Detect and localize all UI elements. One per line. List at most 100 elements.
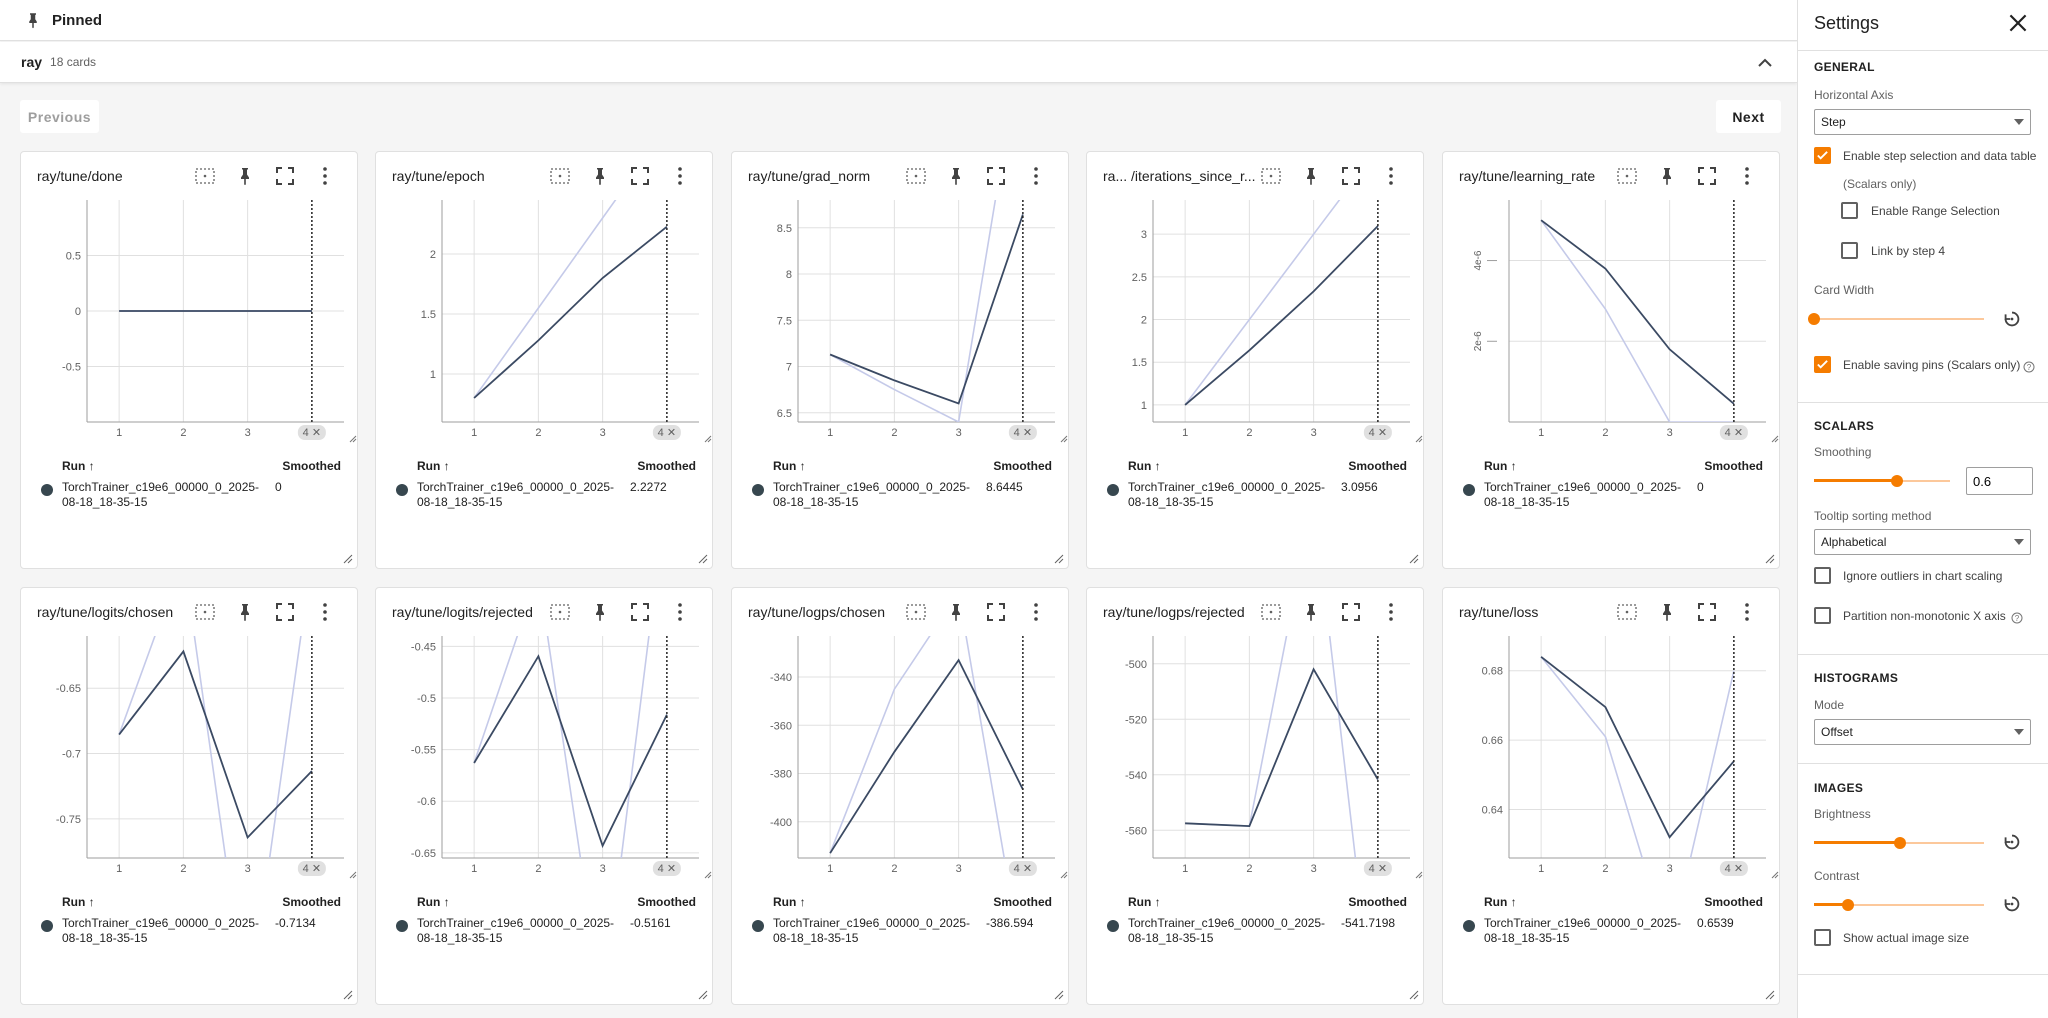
next-page-button[interactable]: Next (1716, 100, 1781, 133)
chart-resize-handle[interactable] (1415, 435, 1423, 443)
help-icon[interactable]: ? (2011, 611, 2023, 624)
collapse-group-button[interactable] (1753, 51, 1777, 75)
run-color-dot[interactable] (752, 484, 764, 496)
fullscreen-button[interactable] (629, 601, 651, 623)
reset-contrast-button[interactable] (2001, 893, 2023, 915)
previous-page-button[interactable]: Previous (20, 100, 99, 133)
link-by-step-checkbox[interactable] (1841, 242, 1858, 259)
pinned-section-header[interactable]: Pinned (0, 0, 1797, 41)
run-color-dot[interactable] (396, 484, 408, 496)
smoothed-column-header[interactable]: Smoothed (1704, 459, 1763, 473)
run-color-dot[interactable] (1107, 920, 1119, 932)
fit-domain-button[interactable] (1616, 165, 1638, 187)
fit-domain-button[interactable] (905, 165, 927, 187)
card-width-slider-thumb[interactable] (1808, 313, 1820, 325)
run-color-dot[interactable] (1463, 484, 1475, 496)
pin-card-button[interactable] (1300, 165, 1322, 187)
fullscreen-button[interactable] (1340, 601, 1362, 623)
run-column-header[interactable]: Run ↑ (62, 895, 95, 909)
more-options-button[interactable] (1736, 165, 1758, 187)
pin-card-button[interactable] (589, 601, 611, 623)
more-options-button[interactable] (669, 165, 691, 187)
run-column-header[interactable]: Run ↑ (773, 459, 806, 473)
pin-card-button[interactable] (234, 165, 256, 187)
smoothed-column-header[interactable]: Smoothed (637, 459, 696, 473)
chart-resize-handle[interactable] (1771, 435, 1779, 443)
fit-domain-button[interactable] (905, 601, 927, 623)
run-color-dot[interactable] (1107, 484, 1119, 496)
more-options-button[interactable] (1025, 165, 1047, 187)
step-marker-chip[interactable] (1008, 425, 1037, 440)
more-options-button[interactable] (1380, 165, 1402, 187)
smoothed-column-header[interactable]: Smoothed (282, 459, 341, 473)
fullscreen-button[interactable] (985, 165, 1007, 187)
help-icon[interactable]: ? (2023, 360, 2035, 373)
close-settings-button[interactable] (2005, 10, 2031, 36)
line-chart[interactable]: 0.5 0 -0.5 1 2 3 4 ✕ (21, 200, 359, 450)
partition-x-axis-checkbox[interactable] (1814, 607, 1831, 624)
step-marker-chip[interactable] (1719, 425, 1748, 440)
step-marker-chip[interactable] (1363, 425, 1392, 440)
smoothed-column-header[interactable]: Smoothed (1704, 895, 1763, 909)
pin-card-button[interactable] (1300, 601, 1322, 623)
card-resize-icon[interactable] (343, 990, 353, 1000)
card-resize-icon[interactable] (1765, 554, 1775, 564)
range-selection-checkbox[interactable] (1841, 202, 1858, 219)
pin-card-button[interactable] (234, 601, 256, 623)
step-marker-chip[interactable] (1008, 861, 1037, 876)
card-resize-icon[interactable] (1054, 990, 1064, 1000)
reset-card-width-button[interactable] (2001, 308, 2023, 330)
line-chart[interactable]: 0.68 0.66 0.64 1 2 3 4 ✕ (1443, 636, 1781, 886)
fullscreen-button[interactable] (274, 601, 296, 623)
chart-resize-handle[interactable] (1060, 871, 1068, 879)
fullscreen-button[interactable] (274, 165, 296, 187)
smoothed-column-header[interactable]: Smoothed (282, 895, 341, 909)
more-options-button[interactable] (1736, 601, 1758, 623)
pin-card-button[interactable] (1656, 165, 1678, 187)
run-color-dot[interactable] (1463, 920, 1475, 932)
fit-domain-button[interactable] (1260, 165, 1282, 187)
brightness-slider-thumb[interactable] (1894, 837, 1906, 849)
ignore-outliers-checkbox[interactable] (1814, 567, 1831, 584)
run-color-dot[interactable] (41, 484, 53, 496)
line-chart[interactable]: 4e-6 2e-6 1 2 3 4 ✕ (1443, 200, 1781, 450)
pin-card-button[interactable] (945, 601, 967, 623)
smoothed-column-header[interactable]: Smoothed (637, 895, 696, 909)
more-options-button[interactable] (314, 165, 336, 187)
card-resize-icon[interactable] (1765, 990, 1775, 1000)
chart-resize-handle[interactable] (349, 871, 357, 879)
chart-resize-handle[interactable] (349, 435, 357, 443)
more-options-button[interactable] (1025, 601, 1047, 623)
pin-card-button[interactable] (589, 165, 611, 187)
fullscreen-button[interactable] (1340, 165, 1362, 187)
pin-card-button[interactable] (945, 165, 967, 187)
smoothed-column-header[interactable]: Smoothed (1348, 895, 1407, 909)
line-chart[interactable]: -500 -520 -540 -560 1 2 3 4 ✕ (1087, 636, 1425, 886)
card-resize-icon[interactable] (1409, 554, 1419, 564)
run-column-header[interactable]: Run ↑ (773, 895, 806, 909)
card-resize-icon[interactable] (1054, 554, 1064, 564)
fullscreen-button[interactable] (985, 601, 1007, 623)
reset-brightness-button[interactable] (2001, 831, 2023, 853)
chart-resize-handle[interactable] (704, 435, 712, 443)
fit-domain-button[interactable] (194, 165, 216, 187)
saving-pins-checkbox[interactable] (1814, 356, 1831, 373)
smoothing-input[interactable] (1966, 467, 2033, 495)
card-group-header[interactable]: ray 18 cards (0, 42, 1797, 83)
fullscreen-button[interactable] (629, 165, 651, 187)
step-selection-checkbox[interactable] (1814, 147, 1831, 164)
contrast-slider-thumb[interactable] (1842, 899, 1854, 911)
step-marker-chip[interactable] (652, 861, 681, 876)
step-marker-chip[interactable] (297, 861, 326, 876)
step-marker-chip[interactable] (1363, 861, 1392, 876)
run-column-header[interactable]: Run ↑ (417, 895, 450, 909)
line-chart[interactable]: -340 -360 -380 -400 1 2 3 4 ✕ (732, 636, 1070, 886)
more-options-button[interactable] (314, 601, 336, 623)
smoothed-column-header[interactable]: Smoothed (993, 895, 1052, 909)
fit-domain-button[interactable] (549, 601, 571, 623)
actual-image-size-checkbox[interactable] (1814, 929, 1831, 946)
line-chart[interactable]: -0.65 -0.7 -0.75 1 2 3 4 ✕ (21, 636, 359, 886)
card-resize-icon[interactable] (698, 554, 708, 564)
line-chart[interactable]: -0.45 -0.5 -0.55 -0.6 -0.65 1 2 3 4 ✕ (376, 636, 714, 886)
smoothed-column-header[interactable]: Smoothed (1348, 459, 1407, 473)
